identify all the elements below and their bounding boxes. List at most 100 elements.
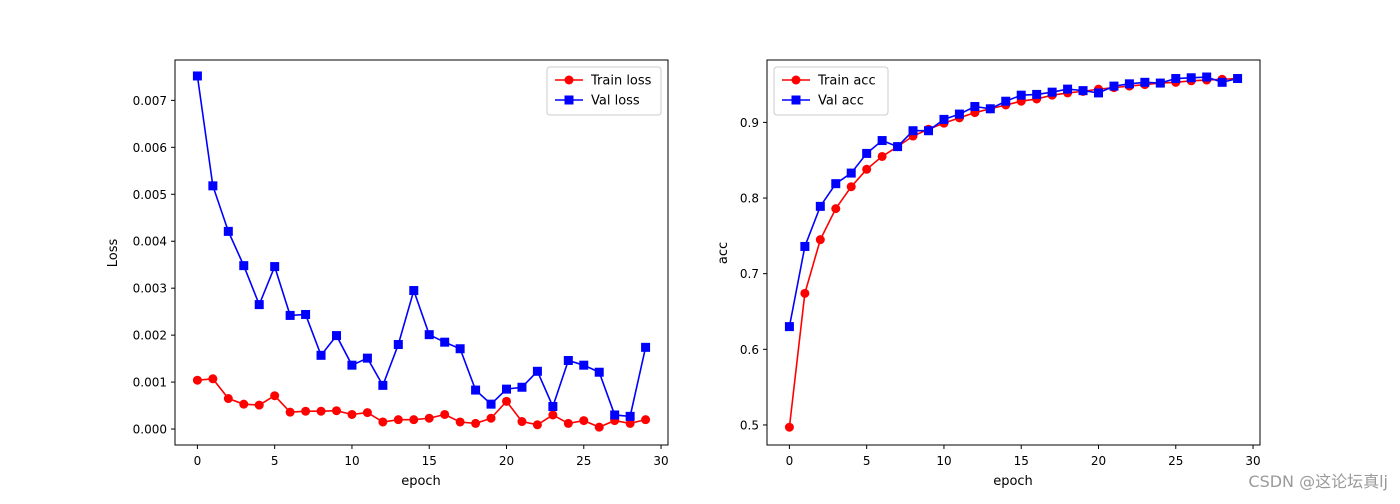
val-loss-point (625, 411, 635, 421)
loss-y-tick-label: 0.004 (133, 235, 167, 249)
val-acc-point (1155, 78, 1165, 88)
acc-x-tick-label: 5 (863, 454, 871, 468)
val-loss-point (409, 286, 419, 296)
val-acc-point (1140, 77, 1150, 87)
val-loss-point (641, 342, 651, 352)
val-loss-legend-label: Val loss (591, 94, 640, 109)
acc-y-tick-label: 0.6 (740, 343, 759, 357)
loss-plot-area (174, 59, 669, 446)
val-loss-point (517, 382, 527, 392)
val-acc-point (924, 126, 933, 136)
val-acc-point (1078, 86, 1088, 96)
val-acc-point (815, 201, 825, 211)
train-loss-point (332, 406, 341, 416)
loss-axis-ticks: 0 5 10 15 20 25 30 0.000 0.001 0.002 0.003 0.004 0.0… (133, 94, 669, 468)
loss-x-tick-label: 20 (499, 454, 514, 468)
train-acc-legend-marker (791, 75, 801, 85)
val-acc-point (877, 136, 887, 146)
val-loss-point (378, 380, 388, 390)
loss-y-tick-label: 0.002 (133, 329, 167, 343)
val-loss-point (316, 350, 326, 360)
train-acc-point (831, 204, 841, 214)
val-acc-point (1217, 77, 1227, 87)
train-loss-point (270, 391, 280, 401)
loss-series (192, 71, 651, 432)
acc-y-tick-label: 0.8 (740, 192, 759, 206)
val-loss-point (563, 355, 573, 365)
train-loss-point (486, 413, 496, 423)
train-loss-point (347, 409, 357, 419)
val-loss-point (393, 340, 403, 350)
loss-x-tick-label: 25 (576, 454, 591, 468)
val-acc-point (985, 104, 995, 114)
val-loss-point (486, 399, 496, 409)
acc-plot-area (766, 59, 1261, 446)
loss-y-tick-label: 0.007 (133, 94, 167, 108)
val-acc-point (893, 142, 903, 152)
val-loss-point (347, 360, 357, 370)
val-loss-point (579, 360, 589, 370)
val-acc-point (1032, 89, 1042, 99)
train-loss-point (378, 417, 388, 427)
train-loss-point (316, 406, 326, 416)
val-loss-point (270, 262, 280, 272)
train-loss-point (393, 415, 403, 425)
train-acc-point (815, 235, 825, 245)
acc-axis-ticks: 0 5 10 15 20 25 30 0.5 0.6 0.7 0.8 0.9 (740, 116, 1261, 468)
acc-x-tick-label: 0 (786, 454, 794, 468)
val-acc-point (1186, 73, 1196, 83)
acc-x-tick-label: 30 (1245, 454, 1260, 468)
train-loss-point (254, 400, 264, 410)
val-loss-point (301, 309, 311, 319)
val-acc-point (1171, 74, 1181, 84)
val-loss-legend-marker (564, 95, 574, 105)
acc-y-tick-label: 0.5 (740, 418, 759, 432)
train-loss-point (548, 410, 558, 420)
val-loss-point (424, 330, 434, 340)
val-acc-point (1124, 79, 1134, 89)
val-acc-legend-label: Val acc (818, 94, 864, 109)
loss-legend-box (546, 66, 662, 116)
train-loss-point (641, 415, 651, 425)
train-loss-point (579, 416, 589, 426)
val-acc-point (1063, 84, 1073, 94)
val-loss-point (610, 410, 620, 420)
train-loss-point (471, 418, 481, 428)
train-loss-point (192, 375, 202, 385)
train-acc-point (800, 288, 810, 298)
loss-chart: 0 5 10 15 20 25 30 0.000 0.001 0.002 0.003 0.004 0.0… (106, 59, 669, 489)
train-loss-point (594, 422, 604, 432)
train-loss-point (502, 396, 511, 406)
train-loss-point (409, 415, 419, 425)
val-acc-point (970, 102, 980, 112)
acc-y-tick-label: 0.7 (740, 267, 759, 281)
loss-x-tick-label: 5 (271, 454, 279, 468)
train-loss-point (285, 407, 295, 417)
val-acc-point (939, 114, 949, 124)
val-loss-point (332, 331, 341, 341)
val-loss-point (362, 353, 372, 363)
acc-x-axis-label: epoch (993, 474, 1033, 489)
loss-y-tick-label: 0.001 (133, 376, 167, 390)
val-acc-point (1047, 87, 1057, 97)
val-acc-point (800, 241, 810, 251)
loss-x-axis-label: epoch (401, 474, 441, 489)
train-acc-point (862, 164, 872, 174)
val-acc-legend-marker (791, 95, 801, 105)
train-loss-point (223, 394, 233, 404)
val-acc-point (954, 109, 964, 119)
loss-y-tick-label: 0.003 (133, 282, 167, 296)
train-loss-point (239, 399, 249, 409)
train-loss-point (563, 418, 573, 428)
val-acc-point (846, 168, 856, 178)
loss-y-tick-label: 0.000 (133, 423, 167, 437)
train-acc-point (846, 182, 856, 192)
train-loss-point (625, 418, 635, 428)
val-loss-point (548, 402, 558, 411)
val-loss-point (208, 181, 218, 191)
acc-y-axis-label: acc (716, 242, 731, 264)
val-acc-point (1094, 88, 1103, 98)
train-loss-point (208, 374, 218, 384)
val-acc-point (831, 179, 841, 189)
